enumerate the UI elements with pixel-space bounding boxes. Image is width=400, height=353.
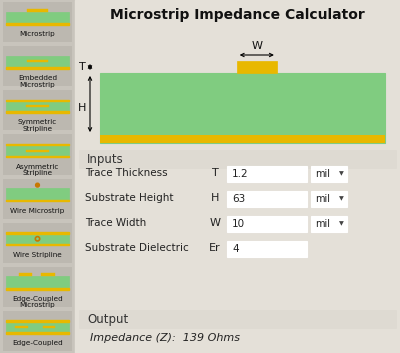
Bar [6,244,69,245]
Text: 63: 63 [232,194,245,204]
Bar [28,8,48,12]
Text: W: W [251,41,262,51]
Bar [79,310,396,328]
Text: Substrate Dielectric: Substrate Dielectric [85,243,189,253]
Bar [227,241,307,257]
Bar [100,73,385,143]
Text: Wire Stripline: Wire Stripline [13,252,62,258]
Bar [6,232,69,234]
Bar [6,144,69,157]
Bar [41,273,55,276]
Bar [6,100,69,113]
Text: W: W [210,218,220,228]
Bar [6,200,69,201]
Bar [6,100,69,101]
Text: Wire Microstrip: Wire Microstrip [10,208,65,214]
Text: 4: 4 [232,244,239,254]
Bar [6,12,69,25]
Bar [3,46,72,86]
Text: Symmetric
Stripline: Symmetric Stripline [18,119,57,132]
Bar [100,135,385,143]
Text: T: T [212,168,218,178]
Text: H: H [78,103,86,113]
Text: Microstrip Impedance Calculator: Microstrip Impedance Calculator [110,8,365,22]
Bar [75,0,400,353]
Bar [311,216,347,232]
Bar [6,276,69,289]
Bar [6,321,69,334]
Bar [6,156,69,157]
Bar [6,112,69,113]
Bar [6,56,69,69]
Bar [227,191,307,207]
Bar [28,60,48,62]
Bar [3,2,72,42]
Bar [26,106,48,107]
Text: Substrate Height: Substrate Height [85,193,174,203]
Bar [3,90,72,130]
Text: Edge-Coupled
Microstrip: Edge-Coupled Microstrip [12,296,63,309]
Bar [6,23,69,25]
Bar [42,326,55,328]
Text: Asymmetric
Stripline: Asymmetric Stripline [16,163,59,176]
Text: 10: 10 [232,219,245,229]
Bar [3,223,72,263]
Text: mil: mil [315,169,330,179]
Text: Impedance (Z):  139 Ohms: Impedance (Z): 139 Ohms [90,333,240,343]
Text: H: H [211,193,219,203]
Bar [6,67,69,69]
Bar [3,134,72,174]
Bar [0,0,75,353]
Bar [26,150,48,151]
Text: Trace Width: Trace Width [85,218,146,228]
Bar [6,144,69,145]
Bar [311,191,347,207]
Bar [6,288,69,289]
Bar [3,311,72,351]
Bar [19,273,32,276]
Text: Er: Er [209,243,221,253]
Bar [6,232,69,245]
Text: ▼: ▼ [339,197,344,202]
Bar [227,166,307,182]
Text: Trace Thickness: Trace Thickness [85,168,168,178]
Text: mil: mil [315,194,330,204]
Text: ▼: ▼ [339,172,344,176]
Bar [79,150,396,168]
Text: 1.2: 1.2 [232,169,249,179]
Text: Inputs: Inputs [87,152,124,166]
Bar [237,61,277,73]
Text: Edge-Coupled: Edge-Coupled [12,340,63,346]
Bar [227,216,307,232]
Bar [311,166,347,182]
Bar [16,326,28,328]
Text: Embedded
Microstrip: Embedded Microstrip [18,75,57,88]
Bar [3,179,72,219]
Circle shape [36,183,40,187]
Bar [3,267,72,307]
Bar [6,188,69,201]
Text: T: T [79,62,86,72]
Text: ▼: ▼ [339,221,344,227]
Bar [6,321,69,322]
Text: Microstrip: Microstrip [20,31,55,37]
Text: Output: Output [87,312,128,325]
Text: mil: mil [315,219,330,229]
Bar [6,332,69,334]
